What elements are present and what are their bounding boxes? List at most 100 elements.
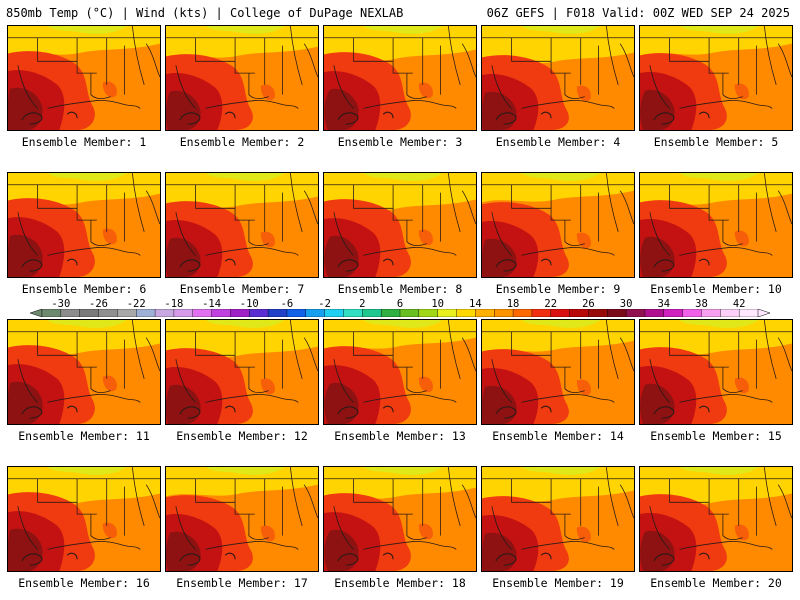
- ensemble-member-map: [481, 319, 635, 425]
- colorbar-segment: [305, 309, 326, 317]
- ensemble-member-label: Ensemble Member: 12: [176, 429, 308, 443]
- ensemble-member-label: Ensemble Member: 16: [18, 576, 150, 590]
- colorbar-segment: [720, 309, 740, 317]
- colorbar-segment: [663, 309, 684, 317]
- colorbar-segment: [136, 309, 156, 317]
- colorbar-tick-label: 10: [431, 298, 444, 310]
- ensemble-member-label: Ensemble Member: 3: [337, 135, 463, 149]
- colorbar-segment: [437, 309, 458, 317]
- ensemble-member-label: Ensemble Member: 15: [650, 429, 782, 443]
- colorbar-segment: [644, 309, 665, 317]
- ensemble-member-map: [481, 172, 635, 278]
- colorbar-segment: [98, 309, 118, 317]
- colorbar-tick-label: 34: [657, 298, 671, 310]
- ensemble-member-map: [165, 25, 319, 131]
- colorbar-segment: [249, 309, 269, 317]
- colorbar-tick-label: -10: [239, 298, 259, 310]
- colorbar-segment: [117, 309, 137, 317]
- colorbar-tick-label: 42: [732, 298, 746, 310]
- colorbar-segment: [324, 309, 344, 317]
- ensemble-member-map: [165, 466, 319, 572]
- colorbar-segment: [41, 309, 62, 317]
- ensemble-member-map: [165, 172, 319, 278]
- colorbar-segment: [173, 309, 194, 317]
- colorbar-segment: [60, 309, 81, 317]
- ensemble-member-label: Ensemble Member: 9: [495, 282, 621, 296]
- colorbar-segment: [682, 309, 702, 317]
- ensemble-member-label: Ensemble Member: 2: [179, 135, 305, 149]
- ensemble-member-map: [323, 25, 477, 131]
- ensemble-member-map: [7, 466, 161, 572]
- colorbar-tick-label: -18: [164, 298, 184, 310]
- ensemble-member-label: Ensemble Member: 19: [492, 576, 624, 590]
- colorbar-segment: [512, 309, 533, 317]
- header-right: 06Z GEFS | F018 Valid: 00Z WED SEP 24 20…: [486, 6, 790, 20]
- colorbar-segment: [362, 309, 382, 317]
- ensemble-member-label: Ensemble Member: 7: [179, 282, 305, 296]
- colorbar-tick-label: -14: [202, 298, 222, 310]
- colorbar-tick-label: 22: [544, 298, 558, 310]
- colorbar-segment: [456, 309, 476, 317]
- ensemble-member-map: [481, 25, 635, 131]
- colorbar-tick-label: -26: [89, 298, 108, 310]
- ensemble-member-label: Ensemble Member: 6: [21, 282, 147, 296]
- colorbar-tick-label: 26: [582, 298, 595, 310]
- ensemble-member-map: [639, 172, 793, 278]
- ensemble-member-map: [481, 466, 635, 572]
- colorbar-max-arrow: [757, 309, 770, 317]
- ensemble-member-label: Ensemble Member: 5: [653, 135, 779, 149]
- colorbar-tick-label: 2: [359, 298, 366, 310]
- colorbar-min-arrow: [30, 309, 43, 317]
- colorbar-segment: [154, 309, 175, 317]
- ensemble-member-map: [7, 25, 161, 131]
- colorbar-segment: [738, 309, 759, 317]
- ensemble-member-map: [7, 319, 161, 425]
- colorbar-segment: [569, 309, 589, 317]
- ensemble-member-label: Ensemble Member: 8: [337, 282, 463, 296]
- colorbar-segment: [79, 309, 100, 317]
- colorbar-segment: [494, 309, 514, 317]
- ensemble-member-map: [639, 466, 793, 572]
- ensemble-member-map: [323, 466, 477, 572]
- colorbar-segment: [267, 309, 288, 317]
- colorbar-tick-label: 38: [695, 298, 708, 310]
- colorbar-segment: [550, 309, 571, 317]
- ensemble-member-label: Ensemble Member: 20: [650, 576, 782, 590]
- ensemble-member-map: [639, 319, 793, 425]
- colorbar-tick-label: -6: [280, 298, 294, 310]
- colorbar-segment: [230, 309, 250, 317]
- ensemble-member-label: Ensemble Member: 14: [492, 429, 624, 443]
- ensemble-member-label: Ensemble Member: 11: [18, 429, 150, 443]
- ensemble-member-label: Ensemble Member: 10: [650, 282, 782, 296]
- ensemble-member-map: [323, 319, 477, 425]
- colorbar-segment: [607, 309, 627, 317]
- colorbar-tick-label: 18: [506, 298, 520, 310]
- header-left: 850mb Temp (°C) | Wind (kts) | College o…: [6, 6, 404, 20]
- colorbar-segment: [475, 309, 495, 317]
- ensemble-member-map: [165, 319, 319, 425]
- colorbar-tick-label: -2: [318, 298, 331, 310]
- colorbar-segment: [399, 309, 420, 317]
- colorbar-tick-label: 6: [396, 298, 404, 310]
- colorbar-tick-label: 30: [619, 298, 633, 310]
- ensemble-member-map: [639, 25, 793, 131]
- ensemble-member-label: Ensemble Member: 13: [334, 429, 466, 443]
- ensemble-member-label: Ensemble Member: 18: [334, 576, 466, 590]
- colorbar-segment: [531, 309, 552, 317]
- colorbar-segment: [343, 309, 363, 317]
- colorbar-segment: [701, 309, 721, 317]
- colorbar-segment: [211, 309, 231, 317]
- colorbar-segment: [588, 309, 608, 317]
- colorbar-segment: [192, 309, 213, 317]
- ensemble-member-label: Ensemble Member: 1: [21, 135, 147, 149]
- temperature-colorbar: [30, 309, 770, 317]
- ensemble-member-map: [323, 172, 477, 278]
- colorbar-segment: [625, 309, 646, 317]
- ensemble-member-label: Ensemble Member: 17: [176, 576, 308, 590]
- colorbar-tick-label: 14: [469, 298, 482, 310]
- ensemble-member-map: [7, 172, 161, 278]
- colorbar-segment: [380, 309, 401, 317]
- colorbar-segment: [418, 309, 439, 317]
- ensemble-member-label: Ensemble Member: 4: [495, 135, 621, 149]
- colorbar-tick-label: -30: [51, 298, 71, 310]
